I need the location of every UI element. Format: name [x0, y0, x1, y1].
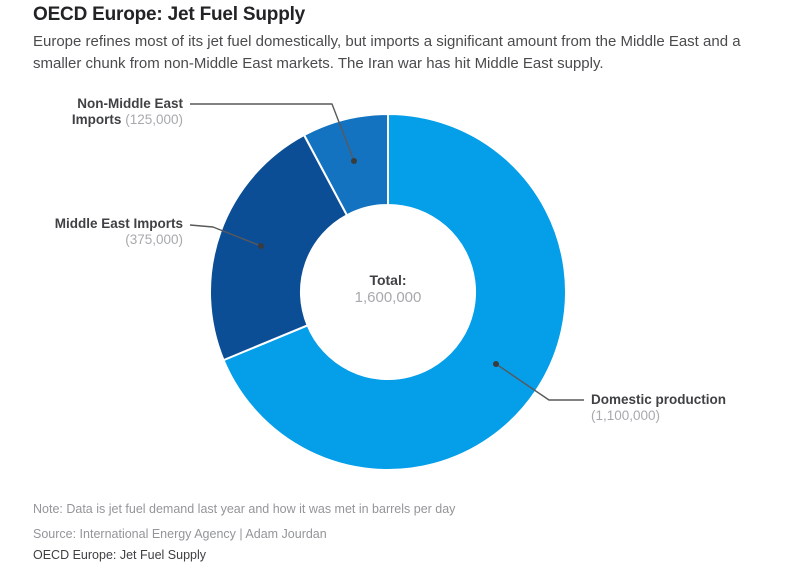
- value-middle-east-imports: (375,000): [125, 232, 183, 247]
- callout-lines: [189, 103, 584, 401]
- total-value: 1,600,000: [354, 289, 422, 306]
- label-domestic-text: Domestic production: [591, 392, 727, 407]
- donut-segment-middle-east-imports: [209, 133, 349, 362]
- label-non-middle-east-line1: Non-Middle East: [77, 96, 183, 111]
- footnote: Note: Data is jet fuel demand last year …: [33, 502, 456, 516]
- callout-dot-domestic: [493, 361, 499, 367]
- footer-caption: OECD Europe: Jet Fuel Supply: [33, 548, 206, 562]
- value-domestic-production: (1,100,000): [591, 408, 661, 423]
- label-non-middle-east-imports: Non-Middle East Imports (125,000): [72, 96, 183, 128]
- callout-dot-middle-east: [258, 243, 264, 249]
- callout-line-domestic: [495, 363, 584, 401]
- donut-segment-non-middle-east-imports: [302, 112, 389, 217]
- callout-line-non-middle-east: [190, 103, 355, 162]
- source-line: Source: International Energy Agency | Ad…: [33, 527, 327, 541]
- callout-line-middle-east: [189, 224, 262, 247]
- value-non-middle-east-imports: (125,000): [125, 112, 183, 127]
- label-non-middle-east-line2: Imports: [71, 112, 122, 127]
- label-middle-east-imports: Middle East Imports (375,000): [55, 216, 183, 248]
- label-middle-east-text: Middle East Imports: [54, 216, 183, 231]
- chart-subtitle: Europe refines most of its jet fuel dome…: [33, 33, 741, 72]
- total-label: Total:: [369, 272, 407, 288]
- chart-title: OECD Europe: Jet Fuel Supply: [33, 4, 306, 25]
- donut-center-total: Total: 1,600,000: [288, 272, 488, 307]
- donut-segment-domestic-production: [222, 112, 567, 471]
- callout-dot-non-middle-east: [351, 158, 357, 164]
- label-domestic-production: Domestic production (1,100,000): [591, 392, 726, 424]
- donut-segments: [209, 112, 567, 471]
